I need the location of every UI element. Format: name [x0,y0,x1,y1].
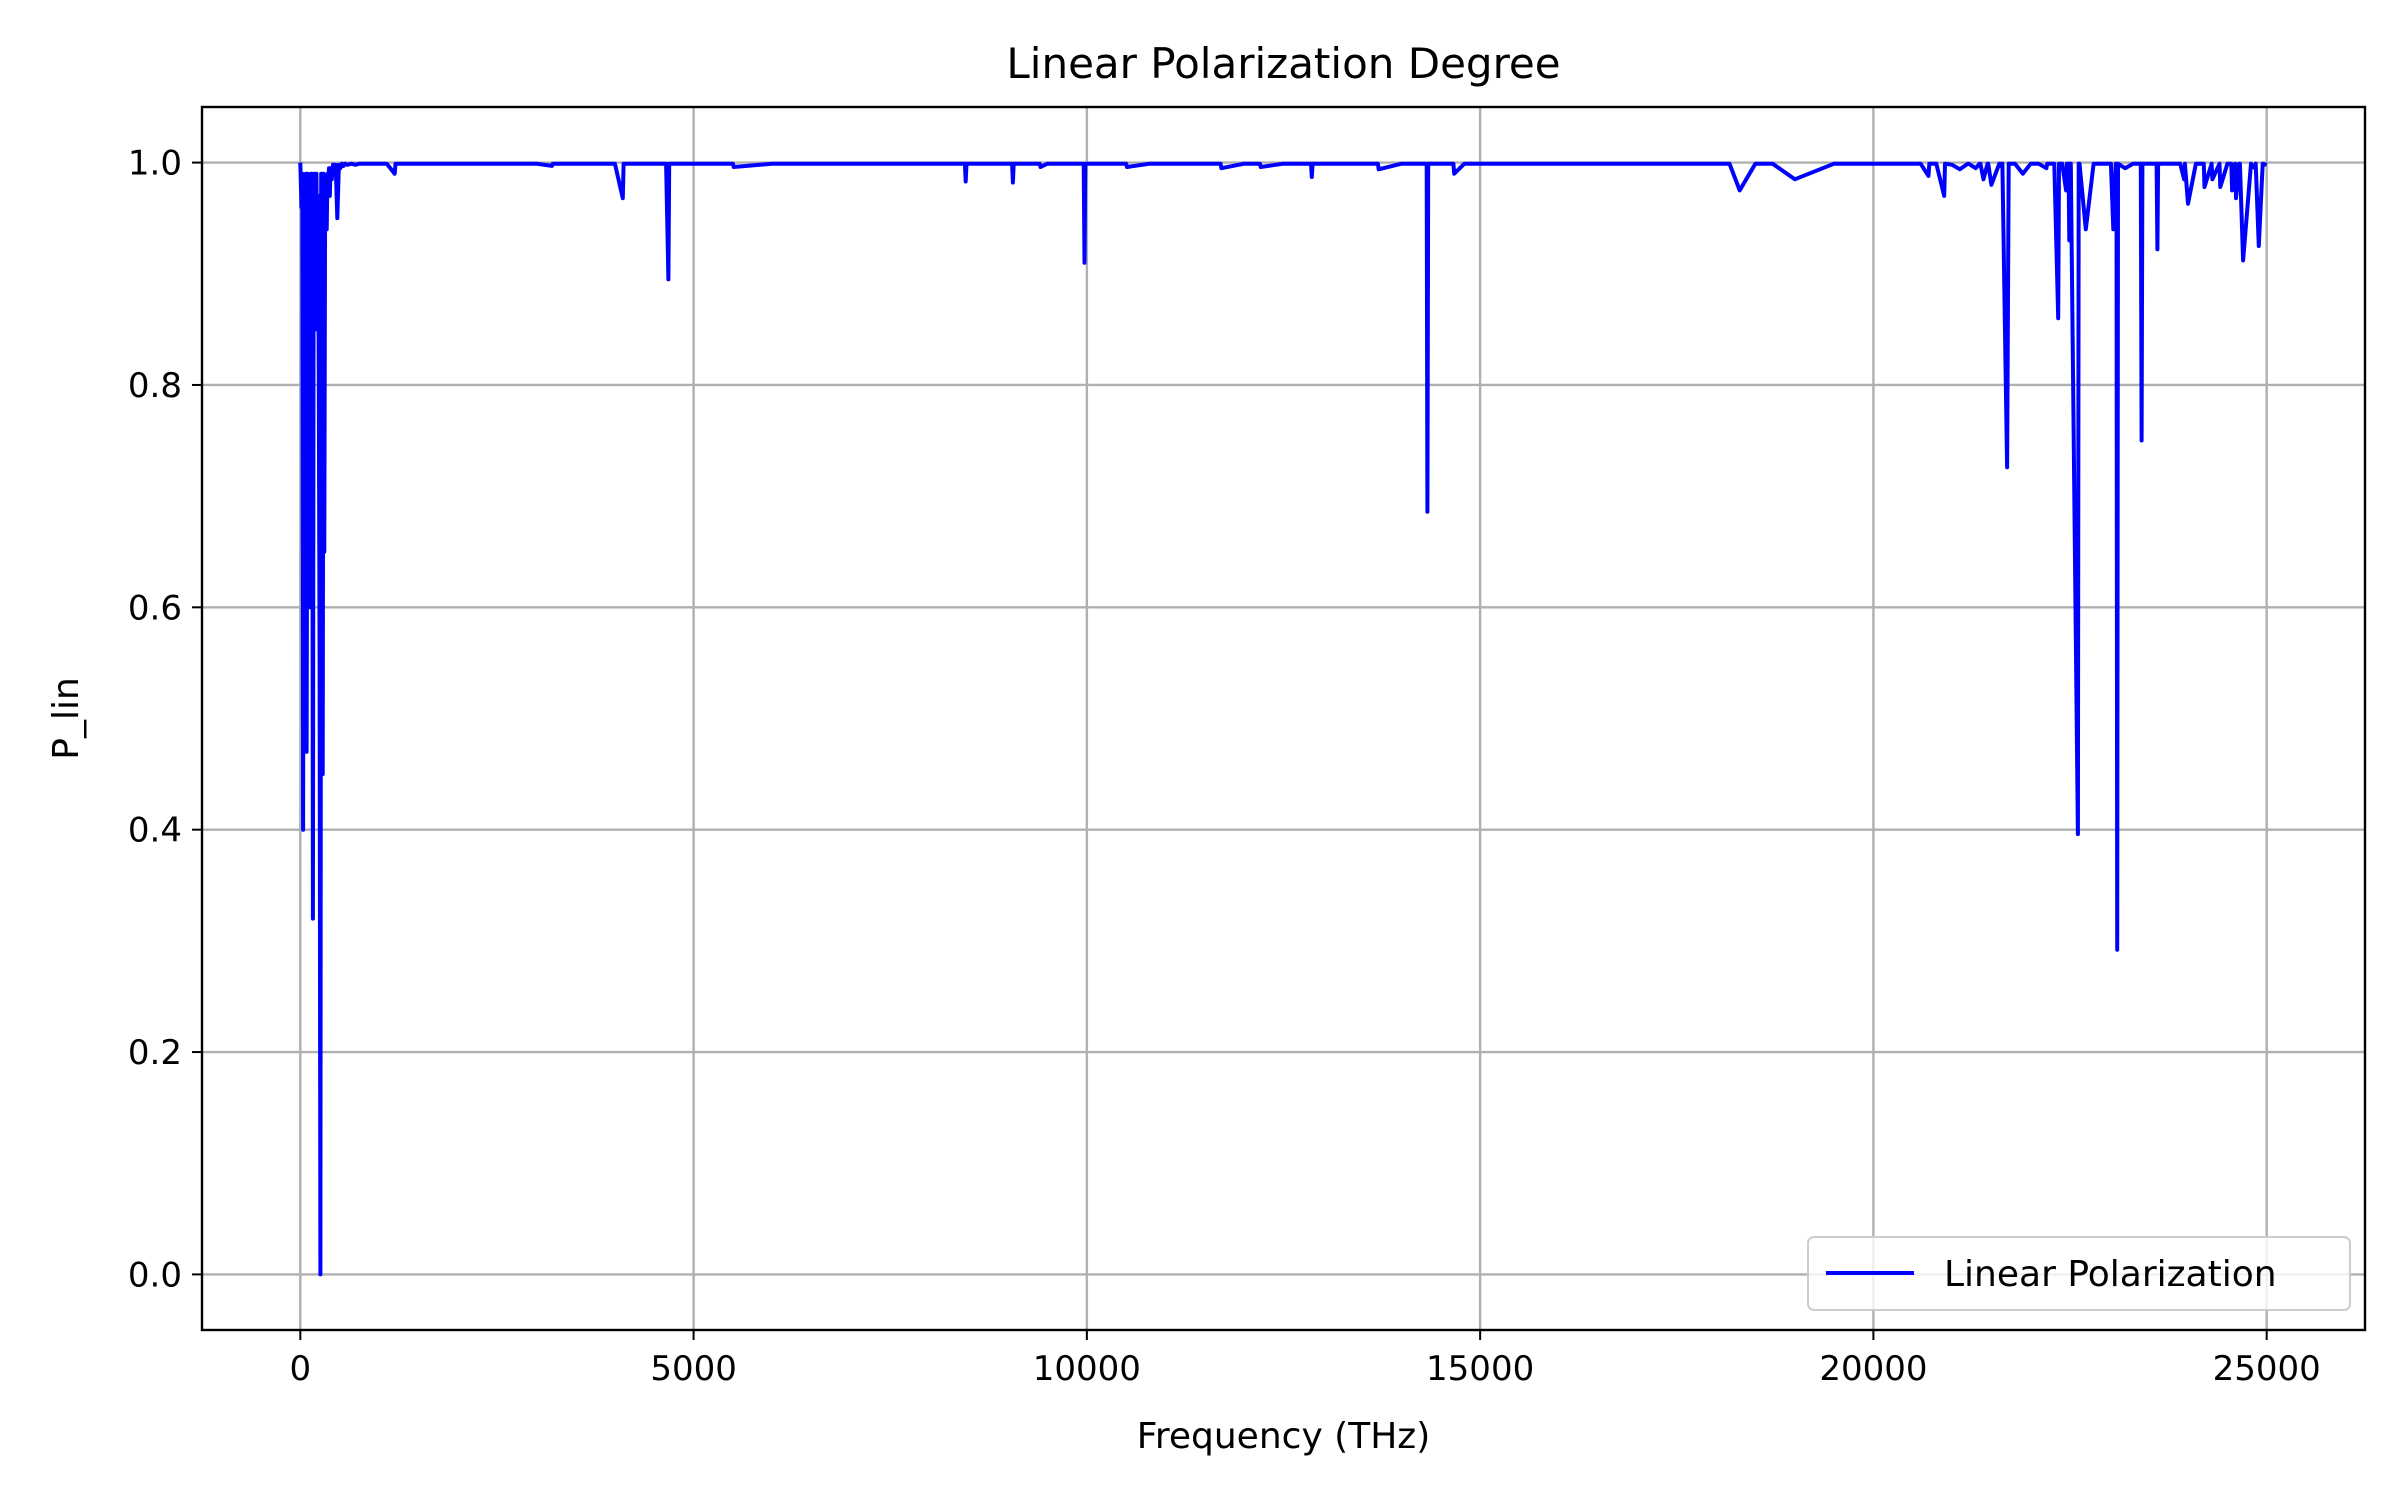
legend-box [1807,1236,2351,1311]
x-axis-ticks: 0 5000 10000 15000 20000 25000 [289,1330,2321,1389]
chart-title: Linear Polarization Degree [1006,39,1560,88]
x-tick-label: 15000 [1426,1349,1534,1389]
y-axis-ticks: 0.0 0.2 0.4 0.6 0.8 1.0 [128,144,202,1295]
y-tick-label: 0.4 [128,811,182,851]
y-tick-label: 1.0 [128,144,182,184]
series-line-linear-polarization [298,161,2268,1277]
x-axis-label: Frequency (THz) [1137,1416,1430,1457]
plot-area-frame [200,105,2367,1332]
y-tick-label: 0.6 [128,588,182,628]
y-tick-label: 0.0 [128,1255,182,1295]
y-tick-label: 0.2 [128,1033,182,1073]
y-tick-label: 0.8 [128,366,182,406]
x-tick-label: 25000 [2213,1349,2321,1389]
x-tick-label: 10000 [1033,1349,1141,1389]
x-tick-label: 0 [289,1349,311,1389]
series-layer [298,161,2268,1277]
y-axis-label: P_lin [46,677,87,760]
x-tick-label: 5000 [650,1349,737,1389]
x-tick-label: 20000 [1819,1349,1927,1389]
legend-entry-label: Linear Polarization [1944,1254,2277,1295]
legend: Linear Polarization [1807,1236,2351,1311]
